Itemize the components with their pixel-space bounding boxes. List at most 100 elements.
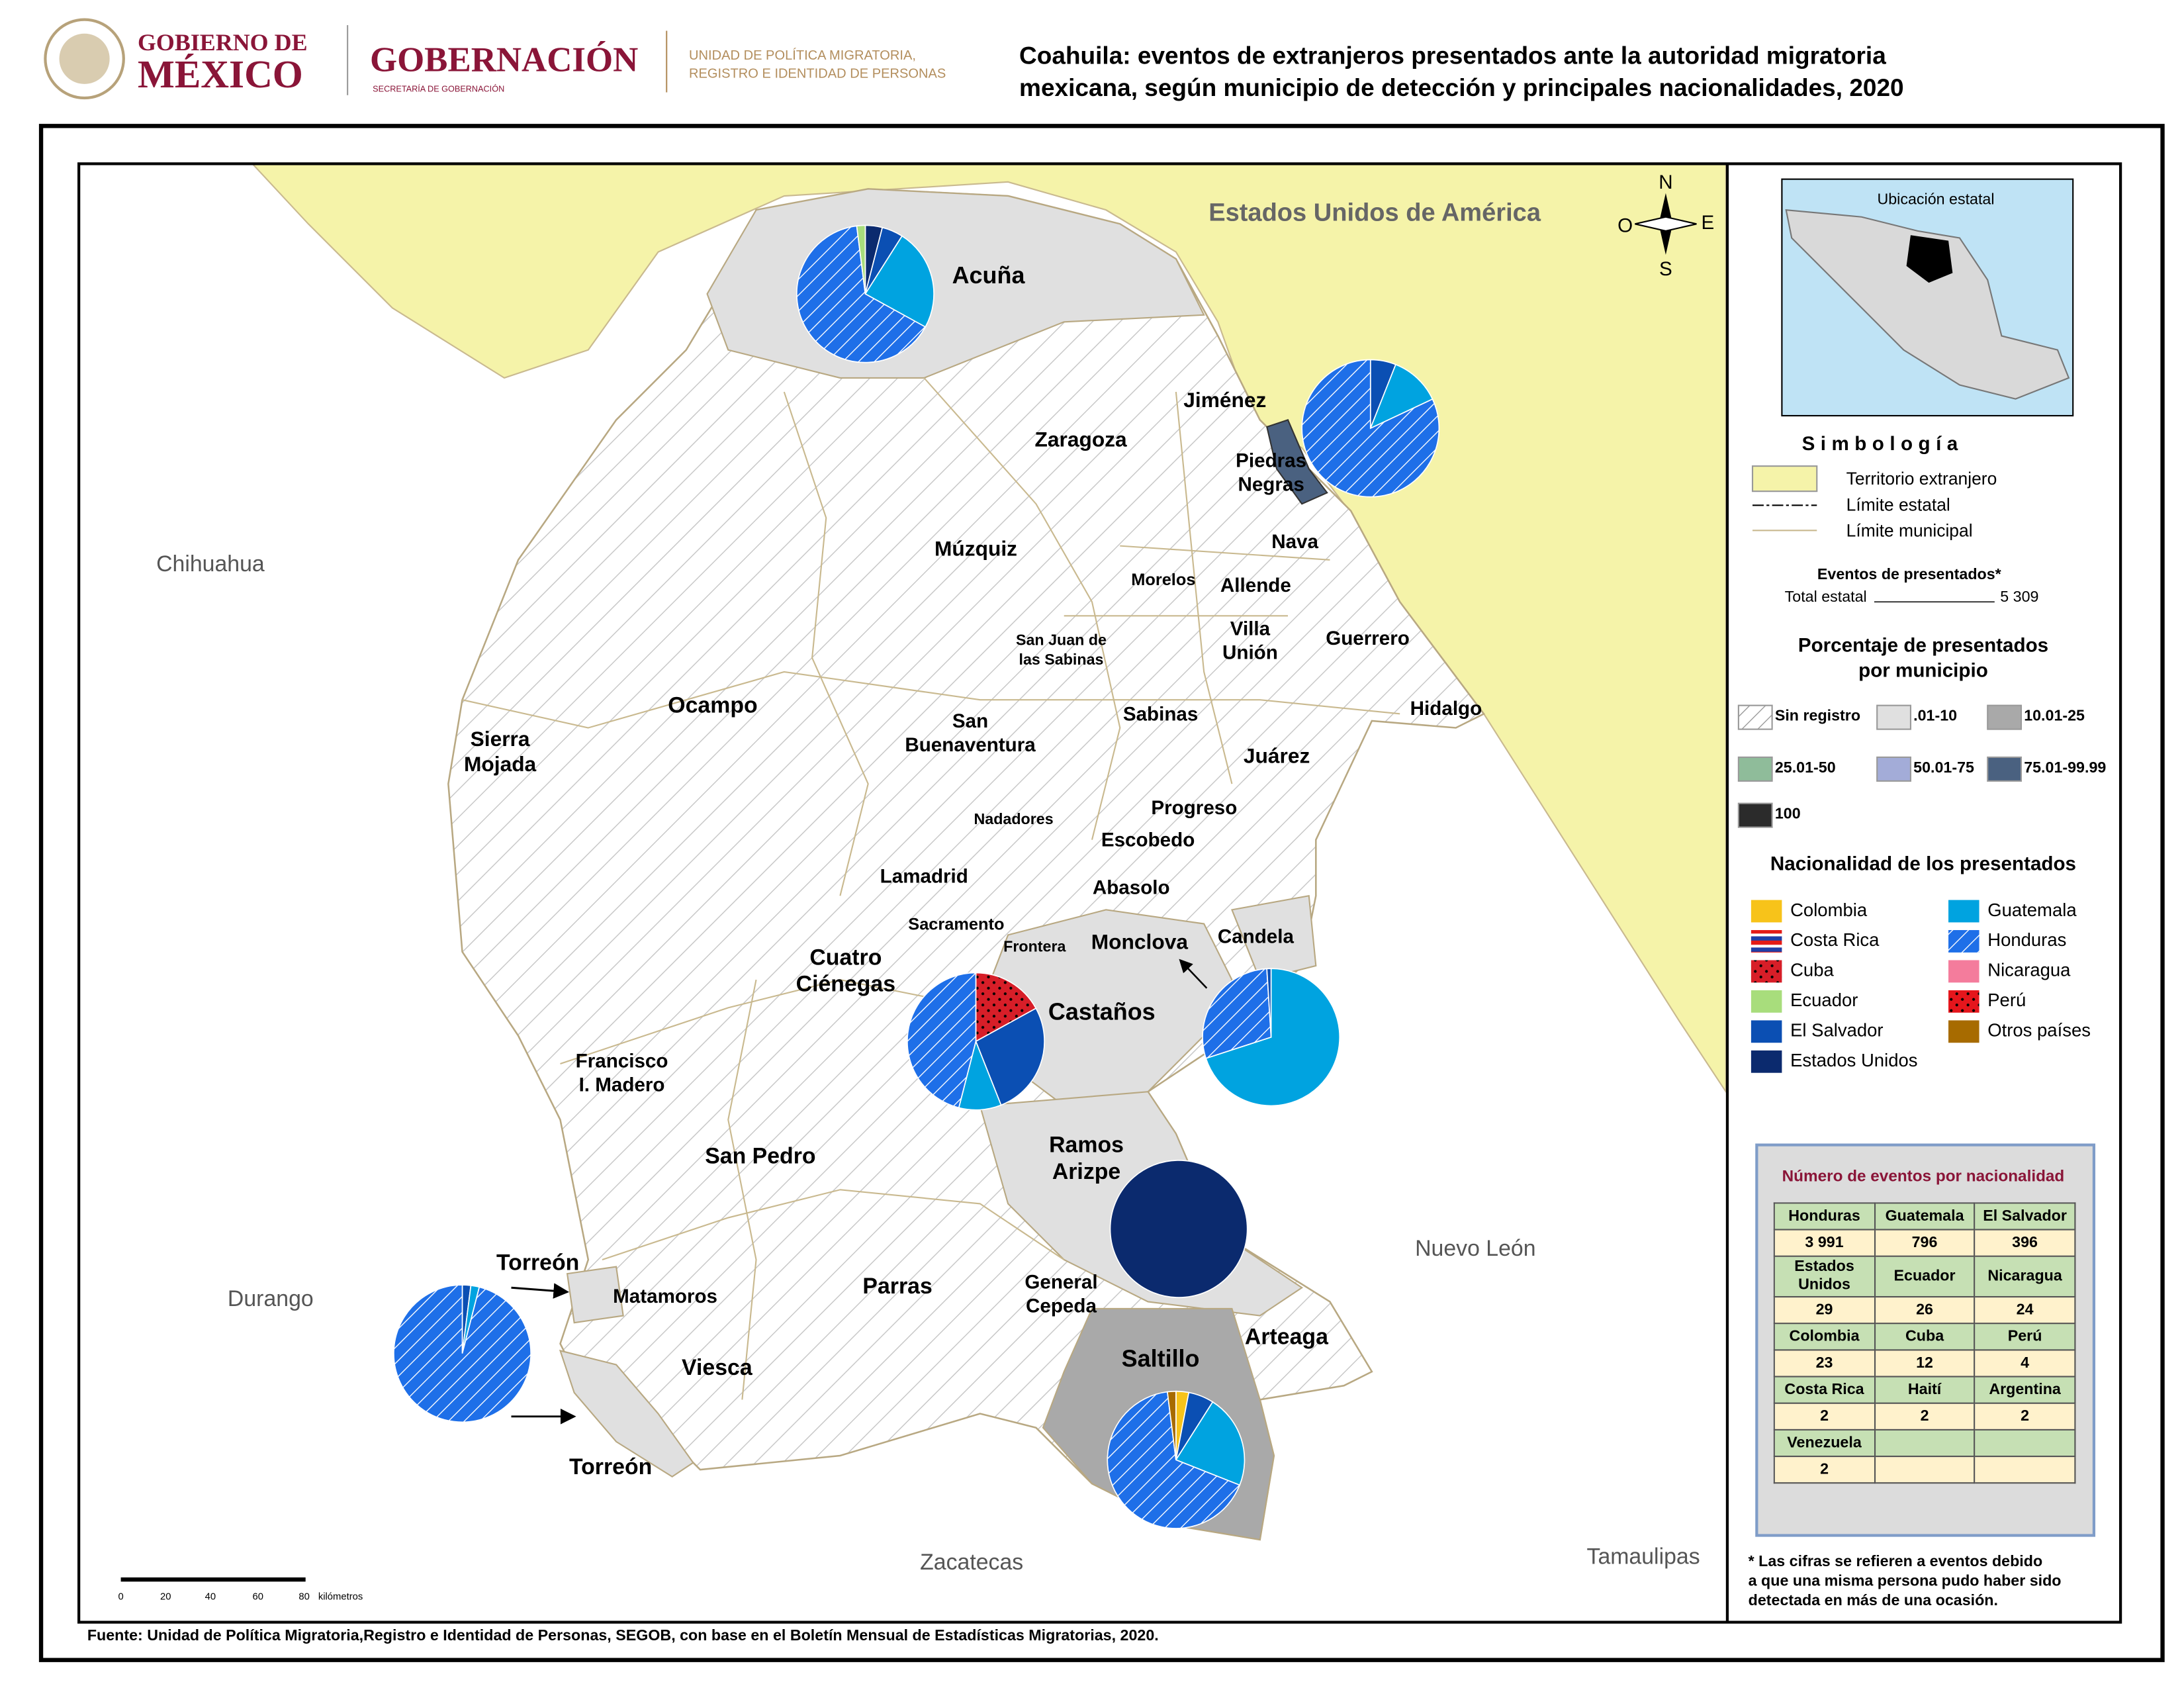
unit-line: REGISTRO E IDENTIDAD DE PERSONAS: [689, 66, 946, 81]
nationality-swatch: [1948, 1020, 1979, 1043]
municipality-label: Sierra: [471, 727, 530, 751]
municipality-label: Progreso: [1151, 797, 1237, 819]
nationality-swatch: [1751, 990, 1782, 1013]
table-cell: El Salvador: [1974, 1202, 2076, 1231]
municipality-label: Sacramento: [908, 915, 1004, 933]
pie-slice: [1369, 363, 1433, 430]
map-frame: [77, 162, 2122, 1624]
scale-label: 80: [298, 1591, 309, 1602]
municipality-label: I. Madero: [579, 1074, 665, 1096]
total-label: Total estatal: [1785, 588, 1867, 605]
compass-label: N: [1659, 171, 1672, 193]
table-cell: Haití: [1874, 1376, 1976, 1404]
municipal-boundaries: [462, 377, 1400, 1400]
foreign-label: Estados Unidos de América: [1208, 199, 1541, 227]
nationality-title: Nacionalidad de los presentados: [1770, 853, 2076, 875]
percent-swatch: [1876, 704, 1911, 730]
pie-slice: [1109, 1160, 1248, 1298]
percent-label: Sin registro: [1775, 707, 1860, 724]
pie-slice: [1205, 968, 1341, 1107]
municipality-label: Zaragoza: [1034, 427, 1127, 451]
footnote: detectada en más de una ocasión.: [1749, 1591, 1998, 1609]
municipality-label: Sabinas: [1123, 703, 1199, 725]
pie-slice: [1266, 968, 1272, 1037]
municipality-label: Saltillo: [1122, 1345, 1200, 1372]
table-cell: 396: [1974, 1229, 2076, 1257]
municipality-label: Lamadrid: [880, 866, 968, 888]
table-cell: Colombia: [1773, 1323, 1876, 1351]
municipality-label: Nava: [1271, 531, 1318, 553]
locator-title: Ubicación estatal: [1877, 191, 1994, 208]
nationality-label: Costa Rica: [1790, 929, 1880, 950]
percent-label: 75.01-99.99: [2024, 759, 2106, 776]
municipality-label: Hidalgo: [1410, 698, 1482, 720]
ministry: GOBERNACIÓN: [370, 40, 638, 79]
percent-title: por municipio: [1858, 660, 1988, 682]
municipality-label: Arteaga: [1245, 1324, 1329, 1349]
pie-slice: [1301, 359, 1440, 498]
table-cell: Cuba: [1874, 1323, 1976, 1351]
events-title: Eventos de presentados*: [1817, 565, 2002, 583]
table-cell: [1974, 1456, 2076, 1484]
pie-slice: [907, 972, 977, 1109]
municipality-label: Morelos: [1131, 571, 1195, 589]
table-row: 23 12 4: [1773, 1349, 2076, 1378]
table-cell: 4: [1974, 1349, 2076, 1378]
municipality-label: Abasolo: [1093, 876, 1170, 898]
table-row: 2: [1773, 1456, 2076, 1484]
total-value: 5 309: [2000, 588, 2038, 605]
municipality-label: Ocampo: [668, 693, 757, 718]
footnote: a que una misma persona pudo haber sido: [1749, 1571, 2062, 1589]
municipality-label: San: [952, 710, 988, 732]
pie-slice: [975, 1008, 1045, 1106]
arrow: [1179, 959, 1208, 989]
scale-label: kilómetros: [318, 1591, 363, 1602]
municipality-label: Piedras: [1236, 450, 1306, 472]
pie-slice: [975, 972, 1037, 1043]
percent-label: 100: [1775, 805, 1801, 822]
municipality-label: General: [1024, 1272, 1097, 1293]
municipality-label: Torreón: [569, 1454, 652, 1479]
compass: [1635, 193, 1697, 255]
locator-map: [1781, 178, 2074, 417]
municipality-torreon: [566, 1266, 624, 1324]
nationality-label: Honduras: [1987, 929, 2066, 950]
table-cell: [1874, 1456, 1976, 1484]
pie-slice: [1107, 1391, 1241, 1529]
municipality-label: Viesca: [682, 1355, 753, 1380]
municipality-label: Escobedo: [1101, 829, 1195, 851]
scale-label: 60: [253, 1591, 263, 1602]
municipality-label: Buenaventura: [905, 734, 1036, 756]
table-cell: Perú: [1974, 1323, 2076, 1351]
nationality-swatch: [1948, 960, 1979, 983]
percent-swatch: [1987, 704, 2023, 730]
municipality-label: Frontera: [1003, 938, 1066, 955]
pie-slice: [393, 1284, 531, 1423]
table-row: Costa Rica Haití Argentina: [1773, 1376, 2076, 1404]
nationality-label: Perú: [1987, 990, 2026, 1010]
nationality-swatch: [1948, 990, 1979, 1013]
table-cell: 29: [1773, 1295, 1876, 1325]
municipality-label: las Sabinas: [1019, 651, 1104, 668]
pie-slice: [856, 224, 866, 295]
nationality-label: Estados Unidos: [1790, 1050, 1917, 1070]
table-cell: [1874, 1429, 1976, 1458]
legend-title: Simbología: [1802, 433, 1964, 455]
table-cell: Guatemala: [1874, 1202, 1976, 1231]
percent-swatch: [1737, 756, 1773, 782]
neighbor-label: Zacatecas: [920, 1550, 1023, 1575]
municipality-label: Parras: [862, 1274, 932, 1299]
table-cell: 2: [1773, 1456, 1876, 1484]
table-row: 3 991 796 396: [1773, 1229, 2076, 1257]
municipality-candela: [1230, 894, 1317, 981]
municipality-piedras-negras: [1266, 419, 1328, 505]
table-cell: 2: [1874, 1402, 1976, 1430]
municipality-label: Arizpe: [1052, 1159, 1120, 1184]
municipality-label: Torreón: [496, 1250, 579, 1275]
nationality-swatch: [1751, 960, 1782, 983]
municipality-label: Francisco: [576, 1051, 668, 1072]
pie-slice: [1175, 1401, 1246, 1486]
